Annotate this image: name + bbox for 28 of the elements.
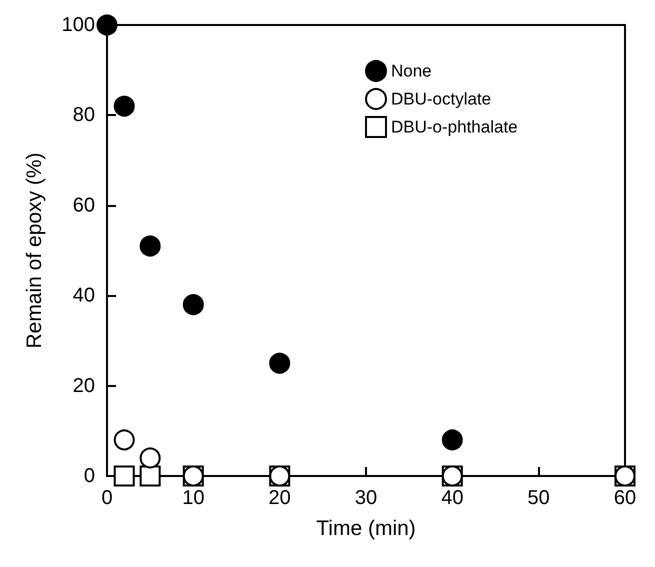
y-tick-label: 80 xyxy=(72,104,95,126)
x-tick-label: 10 xyxy=(182,487,204,509)
x-axis-title: Time (min) xyxy=(316,517,416,540)
y-axis-title: Remain of epoxy (%) xyxy=(23,152,46,349)
legend-label: DBU-octylate xyxy=(391,90,492,108)
point xyxy=(140,447,161,468)
legend-label: DBU-o-phthalate xyxy=(391,118,518,136)
point xyxy=(140,235,161,256)
point xyxy=(114,96,135,117)
legend-label: None xyxy=(391,62,432,80)
point xyxy=(182,294,204,316)
x-tick-label: 30 xyxy=(354,487,378,509)
x-tick-label: 0 xyxy=(101,487,113,509)
x-tick-label: 60 xyxy=(614,487,636,509)
point xyxy=(96,14,118,36)
point xyxy=(140,466,161,486)
y-tick-label: 40 xyxy=(72,284,95,307)
y-tick-label: 20 xyxy=(72,374,95,397)
x-tick-label: 20 xyxy=(268,487,291,509)
x-tick-label: 40 xyxy=(441,487,464,509)
y-tick-label: 0 xyxy=(84,465,95,487)
point xyxy=(269,352,290,374)
point xyxy=(114,466,135,486)
point xyxy=(442,429,463,450)
y-tick-label: 100 xyxy=(62,14,95,36)
x-tick-label: 50 xyxy=(528,487,550,509)
y-tick-label: 60 xyxy=(72,194,95,216)
point xyxy=(114,429,135,450)
